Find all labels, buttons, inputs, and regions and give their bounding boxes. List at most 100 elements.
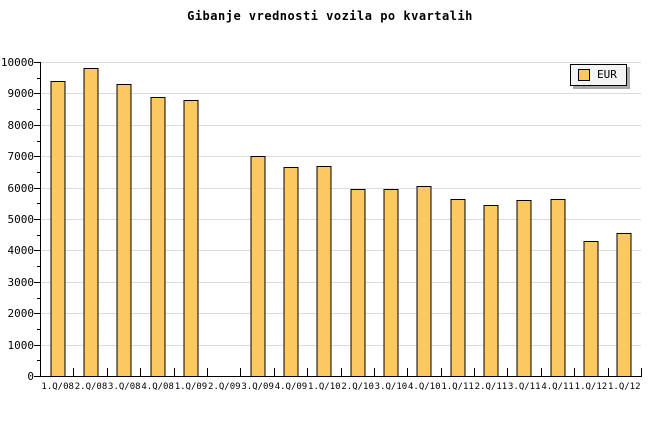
bar [150, 97, 166, 376]
y-axis-line [40, 62, 41, 377]
category-label: 1.Q/12 [607, 382, 641, 392]
gridline [41, 156, 641, 158]
bar [83, 68, 99, 376]
category-label: 1.Q/09 [174, 382, 208, 392]
chart-title: Gibanje vrednosti vozila po kvartalih [187, 9, 473, 23]
gridline [41, 344, 641, 346]
category-label: 1.Q/12 [574, 382, 608, 392]
x-axis-tick [140, 368, 141, 376]
x-axis-tick [374, 368, 375, 376]
bar-slot: 2.Q/09 [208, 62, 241, 392]
x-axis-tick [474, 368, 475, 376]
category-label: 2.Q/10 [341, 382, 374, 392]
category-label: 3.Q/10 [374, 382, 408, 392]
y-tick-label: 1000 [7, 338, 35, 352]
gridline [41, 250, 641, 252]
bar [283, 167, 299, 376]
bar-slot: 4.Q/11 [541, 62, 574, 392]
bar [316, 166, 332, 376]
gridline [41, 93, 641, 95]
bar-slot: 1.Q/12 [608, 62, 641, 392]
x-axis-tick [507, 368, 508, 376]
category-label: 2.Q/08 [74, 382, 108, 392]
category-label: 4.Q/09 [274, 382, 308, 392]
y-axis-minor-tick [37, 171, 40, 173]
bar-slot: 2.Q/11 [474, 62, 507, 392]
category-label: 3.Q/11 [507, 382, 541, 392]
y-tick-label: 8000 [7, 118, 35, 132]
y-axis-minor-tick [37, 297, 40, 299]
bar [116, 84, 132, 376]
y-tick-label: 5000 [7, 213, 35, 226]
bar [50, 81, 66, 376]
y-tick-label: 3000 [7, 275, 35, 289]
x-axis-tick [307, 368, 308, 376]
category-label: 3.Q/08 [108, 382, 141, 392]
x-axis-tick [174, 368, 175, 376]
category-label: 3.Q/09 [241, 382, 274, 392]
y-tick-label: 4000 [7, 244, 35, 258]
bar [350, 189, 366, 376]
bar [516, 200, 532, 376]
y-tick-label: 2000 [7, 307, 35, 321]
category-label: 4.Q/11 [541, 382, 574, 392]
y-axis-minor-tick [37, 77, 40, 79]
y-tick-label: 0 [27, 370, 34, 383]
legend: EUR [570, 64, 627, 86]
x-axis-tick [274, 368, 275, 376]
y-axis-major-tick [34, 313, 40, 315]
gridline [41, 62, 641, 63]
y-axis-minor-tick [37, 140, 40, 142]
x-axis-tick [40, 368, 41, 376]
y-axis-major-tick [34, 93, 40, 95]
gridline [41, 124, 641, 126]
bar [183, 100, 199, 376]
bar [450, 199, 466, 376]
bar-slots: 1.Q/08 2.Q/08 3.Q/08 4.Q/08 1.Q/09 2.Q/09 3.Q/… [41, 62, 641, 392]
gridline [41, 281, 641, 283]
y-axis-major-tick [34, 124, 40, 126]
y-axis-major-tick [34, 344, 40, 346]
x-axis-tick [641, 368, 642, 376]
x-axis-tick [541, 368, 542, 376]
x-axis-tick [73, 368, 74, 376]
y-tick-label: 9000 [7, 87, 35, 101]
bar [483, 205, 499, 376]
category-label: 1.Q/08 [41, 382, 74, 392]
x-axis-tick [107, 368, 108, 376]
bar [383, 189, 399, 376]
legend-label: EUR [597, 68, 617, 81]
gridline [41, 313, 641, 315]
bar-slot: 1.Q/11 [441, 62, 474, 392]
category-label: 1.Q/10 [308, 382, 341, 392]
y-axis-labels: 0 1000 2000 3000 4000 5000 6000 7000 8000 9000 100… [0, 56, 35, 383]
bar-slot: 4.Q/10 [408, 62, 441, 392]
bar-slot: 3.Q/10 [374, 62, 407, 392]
y-axis-minor-tick [37, 109, 40, 111]
gridline [41, 219, 641, 220]
x-axis-tick [574, 368, 575, 376]
category-label: 2.Q/11 [474, 382, 508, 392]
bar-slot: 1.Q/09 [174, 62, 207, 392]
x-axis-tick [341, 368, 342, 376]
bar [616, 233, 632, 376]
category-label: 4.Q/10 [408, 382, 441, 392]
y-axis-major-tick [34, 376, 40, 377]
bar-slot: 3.Q/09 [241, 62, 274, 392]
bar [550, 199, 566, 376]
y-axis-minor-tick [37, 360, 40, 362]
bar-slot: 4.Q/09 [274, 62, 307, 392]
x-axis-line [40, 376, 642, 377]
y-axis-minor-tick [37, 328, 40, 330]
y-axis-minor-tick [37, 234, 40, 236]
x-axis-tick [441, 368, 442, 376]
y-axis-major-tick [34, 250, 40, 252]
bar-slot: 1.Q/12 [574, 62, 607, 392]
y-axis-minor-tick [37, 266, 40, 268]
y-axis-major-tick [34, 281, 40, 283]
bar-slot: 3.Q/11 [508, 62, 541, 392]
bar-slot: 4.Q/08 [141, 62, 174, 392]
category-label: 1.Q/11 [441, 382, 474, 392]
category-label: 4.Q/08 [141, 382, 174, 392]
x-axis-tick [608, 368, 609, 376]
